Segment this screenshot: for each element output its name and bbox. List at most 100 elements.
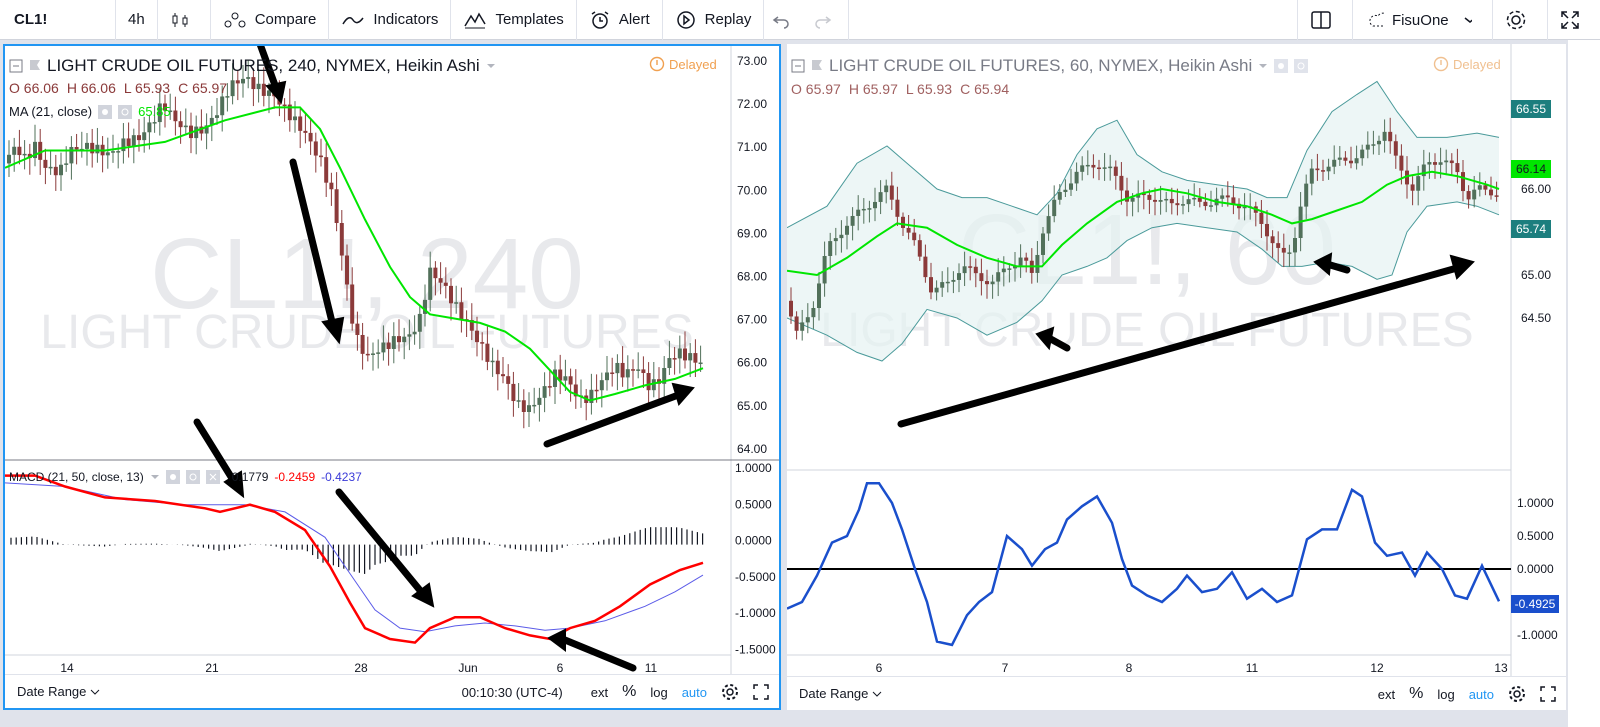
right-chart-title: LIGHT CRUDE OIL FUTURES, 60, NYMEX, Heik…: [829, 56, 1253, 75]
candle-body: [1074, 171, 1079, 184]
date-tick-label: Jun: [458, 661, 477, 674]
candle-body: [683, 348, 687, 361]
candle-body: [636, 369, 641, 371]
ext-toggle[interactable]: ext: [590, 684, 609, 700]
alert-button[interactable]: Alert: [577, 0, 663, 40]
right-sidebar: [1568, 40, 1600, 727]
candle-body: [1007, 268, 1012, 270]
date-tick-label: 6: [557, 661, 564, 674]
macd-legend[interactable]: MACD (21, 50, close, 13) 0.1779 -0.2459 …: [9, 470, 362, 484]
ext-toggle[interactable]: ext: [1377, 686, 1396, 702]
candle-body: [1332, 159, 1337, 167]
candle-body: [1321, 170, 1325, 172]
left-chart-panel[interactable]: CL1!, 240 LIGHT CRUDE OIL FUTURES 73.00 7…: [3, 44, 781, 710]
candle-body: [1181, 204, 1185, 206]
chevron-down-icon[interactable]: [1258, 62, 1268, 70]
chart-style-button[interactable]: [158, 0, 211, 40]
collapse-icon[interactable]: [791, 59, 805, 73]
fullscreen-button[interactable]: [1548, 0, 1600, 40]
ohlc-open: O 65.97: [791, 81, 841, 97]
candle-body: [873, 201, 877, 209]
account-button[interactable]: FisuOne: [1353, 0, 1493, 40]
candle-body: [105, 152, 110, 156]
bollinger-band-fill: [787, 81, 1499, 361]
chevron-down-icon[interactable]: [486, 62, 496, 70]
percent-toggle[interactable]: %: [1409, 685, 1424, 702]
candle-body: [1259, 212, 1264, 224]
candle-body: [27, 153, 32, 159]
gear-icon[interactable]: [185, 470, 200, 484]
compare-button[interactable]: Compare: [211, 0, 330, 40]
gear-icon[interactable]: [1294, 59, 1309, 73]
candle-body: [537, 397, 542, 405]
candle-body: [1197, 197, 1202, 202]
right-delayed-badge[interactable]: Delayed: [1433, 56, 1501, 72]
candle-body: [204, 125, 209, 134]
eye-icon[interactable]: [1274, 59, 1289, 73]
undo-button[interactable]: [764, 0, 806, 40]
candle-body: [147, 122, 152, 133]
eye-icon[interactable]: [98, 104, 113, 119]
annotation-arrows[interactable]: [897, 252, 1475, 428]
candle-body: [1326, 166, 1331, 172]
indicators-label: Indicators: [373, 11, 439, 28]
date-tick-label: 11: [645, 661, 658, 674]
gear-icon[interactable]: [118, 104, 133, 119]
percent-toggle[interactable]: %: [622, 683, 637, 700]
eye-icon[interactable]: [165, 470, 180, 484]
gear-icon[interactable]: [721, 683, 739, 701]
candle-body: [1265, 223, 1269, 237]
close-icon[interactable]: [205, 470, 220, 484]
settings-button[interactable]: [1493, 0, 1548, 40]
candle-body: [53, 166, 58, 176]
gear-icon[interactable]: [1508, 685, 1526, 703]
candle-body: [417, 313, 422, 332]
log-toggle[interactable]: log: [650, 684, 668, 700]
chevron-down-icon[interactable]: [150, 473, 160, 481]
fullscreen-icon[interactable]: [753, 684, 769, 700]
fullscreen-icon[interactable]: [1540, 686, 1556, 702]
candle-body: [547, 386, 552, 388]
left-legend-title[interactable]: LIGHT CRUDE OIL FUTURES, 240, NYMEX, Hei…: [9, 56, 496, 76]
collapse-icon[interactable]: [9, 59, 23, 73]
date-range-button[interactable]: Date Range: [5, 684, 100, 699]
price-tick-label: 72.00: [737, 97, 767, 111]
log-toggle[interactable]: log: [1437, 686, 1455, 702]
redo-button[interactable]: [806, 0, 850, 40]
candle-body: [951, 279, 956, 282]
right-legend-title[interactable]: LIGHT CRUDE OIL FUTURES, 60, NYMEX, Heik…: [791, 56, 1309, 76]
left-delayed-badge[interactable]: Delayed: [649, 56, 717, 72]
candle-body: [495, 360, 500, 375]
candle-body: [412, 331, 417, 335]
candle-body: [178, 121, 183, 128]
candle-body: [1416, 176, 1421, 191]
candle-body: [220, 96, 225, 116]
candle-body: [1287, 252, 1292, 254]
delayed-label: Delayed: [1453, 56, 1501, 72]
replay-button[interactable]: Replay: [663, 0, 765, 40]
indicators-button[interactable]: Indicators: [329, 0, 452, 40]
ma-legend[interactable]: MA (21, close) 65.85: [9, 104, 171, 119]
candle-body: [131, 135, 136, 146]
annotation-arrows[interactable]: [193, 46, 695, 672]
interval-button[interactable]: 4h: [116, 0, 158, 40]
candle-body: [906, 227, 911, 233]
candle-body: [1371, 144, 1376, 146]
candle-body: [901, 216, 905, 228]
candles-icon: [172, 12, 188, 27]
auto-toggle[interactable]: auto: [1468, 686, 1494, 702]
time-display[interactable]: 00:10:30 (UTC-4): [461, 684, 563, 700]
auto-toggle[interactable]: auto: [681, 684, 707, 700]
candle-body: [599, 380, 604, 391]
right-chart-panel[interactable]: CL1!, 60 LIGHT CRUDE OIL FUTURES 66.00 65…: [787, 44, 1566, 710]
date-range-button[interactable]: Date Range: [787, 686, 882, 701]
symbol-search[interactable]: CL1!: [0, 0, 116, 40]
watermark-symbol: CL1!, 240: [150, 218, 584, 330]
price-tag-lower: 65.74: [1511, 220, 1551, 238]
templates-button[interactable]: Templates: [451, 0, 577, 40]
ma-value: 65.85: [138, 104, 171, 119]
right-chart-canvas[interactable]: CL1!, 60 LIGHT CRUDE OIL FUTURES 66.0065…: [787, 44, 1566, 676]
layout-button[interactable]: [1297, 0, 1353, 40]
left-chart-canvas[interactable]: CL1!, 240 LIGHT CRUDE OIL FUTURES 73.00 7…: [5, 46, 779, 674]
price-tick-label: 65.00: [1521, 268, 1551, 282]
